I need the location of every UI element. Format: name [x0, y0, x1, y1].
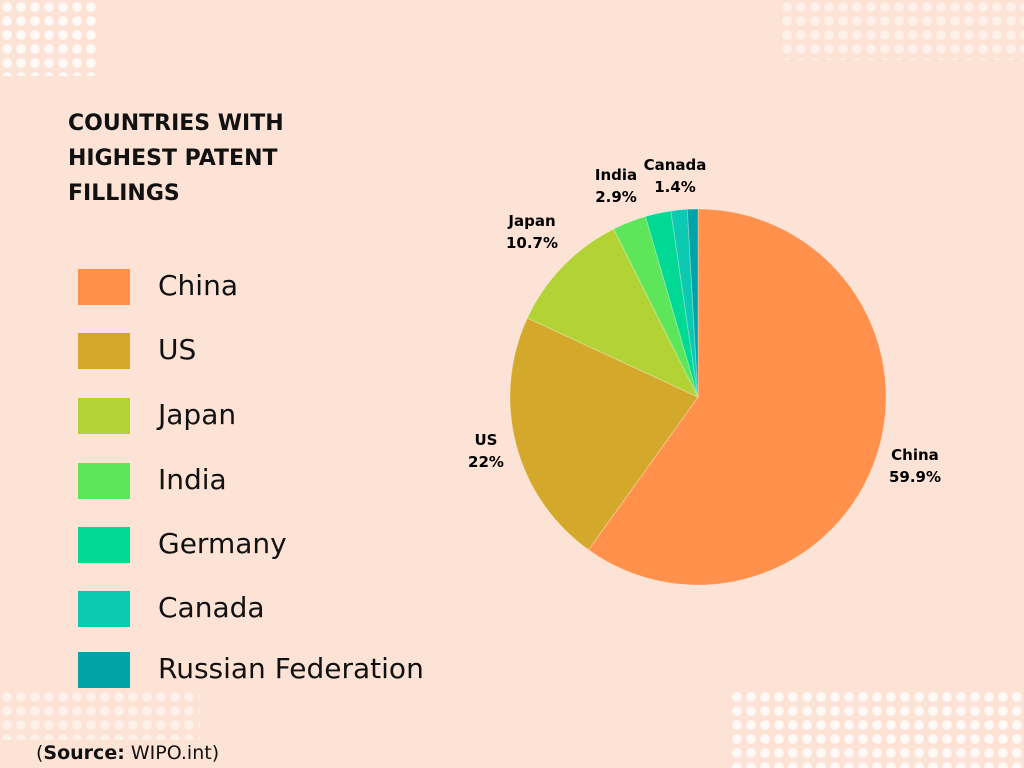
legend-swatch [78, 591, 130, 627]
source-label: Source: [43, 742, 125, 764]
legend-label: Russian Federation [158, 652, 424, 685]
legend-item: Germany [78, 527, 287, 563]
legend-swatch [78, 527, 130, 563]
data-label-value: 1.4% [654, 178, 696, 196]
legend-label: Japan [158, 398, 237, 431]
chart-title: COUNTRIES WITH HIGHEST PATENT FILLINGS [68, 111, 284, 206]
data-label-name: China [891, 446, 939, 464]
data-label-value: 59.9% [889, 468, 941, 486]
legend-swatch [78, 398, 130, 434]
legend-item: Canada [78, 591, 265, 627]
data-label-name: Japan [507, 212, 555, 230]
legend-swatch [78, 333, 130, 369]
pie-slice-canada [670, 208, 699, 398]
data-label-value: 22% [468, 453, 504, 471]
pie-slice-us [509, 317, 699, 551]
data-label-name: Canada [644, 156, 707, 174]
legend-label: Germany [158, 527, 287, 560]
pie-slice-russian-federation [686, 208, 699, 398]
legend-item: US [78, 333, 196, 369]
legend-label: China [158, 269, 238, 302]
pie-slice-germany [644, 210, 699, 398]
pie-slice-china [587, 208, 887, 586]
legend-swatch [78, 652, 130, 688]
data-label-value: 2.9% [595, 188, 637, 206]
decor-dots-bottom-left [0, 690, 200, 740]
decor-dots-top-left [0, 0, 100, 76]
pie-slice-india [613, 215, 699, 398]
legend-item: Russian Federation [78, 652, 424, 688]
legend-item: India [78, 463, 227, 499]
data-label-name: US [475, 431, 498, 449]
legend-label: India [158, 463, 227, 496]
legend-swatch [78, 269, 130, 305]
data-label-name: India [595, 166, 637, 184]
legend-label: Canada [158, 591, 265, 624]
legend-swatch [78, 463, 130, 499]
decor-dots-top-right [780, 0, 1024, 60]
source-text: WIPO.int) [124, 742, 220, 764]
legend-item: Japan [78, 398, 236, 434]
legend-label: US [158, 333, 197, 366]
source-paren: ( [36, 742, 44, 764]
source-note: (Source: WIPO.int) [36, 742, 219, 764]
data-label-value: 10.7% [506, 234, 558, 252]
legend-item: China [78, 269, 238, 305]
pie-slice-japan [526, 228, 700, 399]
decor-dots-bottom-right [730, 690, 1024, 768]
